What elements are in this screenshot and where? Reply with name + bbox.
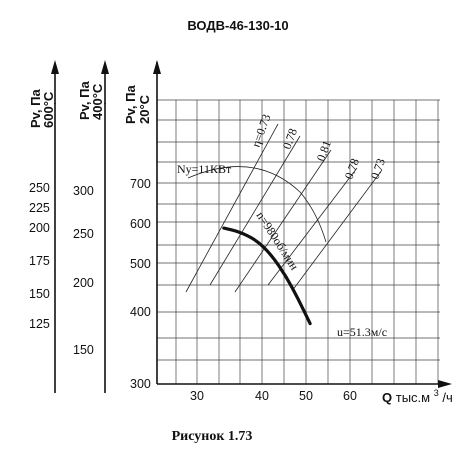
y-tick-600c: 175	[29, 254, 50, 268]
x-axis-label-unit: тыс.м	[396, 390, 430, 405]
power-annotation: Ny=11КВт	[177, 162, 232, 176]
y-tick-400c: 250	[73, 227, 94, 241]
y-axis-400c-arrow	[101, 60, 109, 74]
efficiency-line	[185, 123, 279, 293]
efficiency-lines	[185, 123, 383, 293]
y-axis-20c-arrow	[153, 60, 161, 74]
efficiency-line	[234, 149, 332, 293]
y-ticks-20c: 300 400 500 600 700	[130, 177, 151, 391]
series-group	[222, 226, 312, 326]
y-ticks-400c: 150 200 250 300	[73, 184, 94, 357]
series-line	[222, 226, 312, 326]
y-tick-600c: 200	[29, 221, 50, 235]
x-axis-label: Q тыс.м 3 /ч	[382, 384, 453, 405]
y-label-600c: Pv, Па 600°C	[28, 86, 56, 128]
speed-annotation: u=51.3м/с	[337, 325, 387, 339]
efficiency-line	[267, 167, 358, 286]
y-tick-400c: 150	[73, 343, 94, 357]
x-axis-label-sup: 3	[434, 388, 439, 398]
y-label-600c-temp: 600°C	[41, 91, 56, 128]
efficiency-label: 0.81	[314, 139, 334, 164]
x-ticks: 30 40 50 60	[190, 389, 357, 403]
y-tick-400c: 300	[73, 184, 94, 198]
x-axis-label-suffix: /ч	[442, 390, 452, 405]
x-tick: 40	[255, 389, 269, 403]
y-tick-20c: 500	[130, 257, 151, 271]
y-tick-20c: 700	[130, 177, 151, 191]
y-tick-600c: 250	[29, 181, 50, 195]
y-tick-400c: 200	[73, 276, 94, 290]
y-label-400c-temp: 400°C	[90, 83, 105, 120]
power-curve	[187, 166, 327, 243]
x-tick: 60	[343, 389, 357, 403]
efficiency-label: η=0.73	[249, 112, 274, 149]
chart-title: ВОДВ-46-130-10	[187, 18, 288, 33]
y-tick-20c: 600	[130, 217, 151, 231]
x-axis-arrow	[438, 380, 452, 388]
y-axis-600c-arrow	[51, 60, 59, 74]
y-tick-20c: 300	[130, 377, 151, 391]
x-tick: 50	[299, 389, 313, 403]
efficiency-label: 0.78	[342, 157, 362, 182]
y-tick-600c: 225	[29, 201, 50, 215]
y-label-20c: Pv, Па 20°C	[123, 82, 152, 124]
x-tick: 30	[190, 389, 204, 403]
efficiency-label: 0.73	[368, 157, 388, 182]
figure-caption: Рисунок 1.73	[172, 429, 253, 444]
efficiency-label: 0.78	[280, 127, 300, 152]
y-label-20c-temp: 20°C	[137, 94, 152, 124]
y-tick-600c: 150	[29, 287, 50, 301]
y-ticks-600c: 125 150 175 200 225 250	[29, 181, 50, 331]
y-label-400c: Pv, Па 400°C	[77, 78, 105, 120]
y-tick-20c: 400	[130, 305, 151, 319]
efficiency-line	[291, 169, 383, 292]
y-tick-600c: 125	[29, 317, 50, 331]
grid	[157, 99, 440, 384]
efficiency-line	[209, 135, 301, 286]
